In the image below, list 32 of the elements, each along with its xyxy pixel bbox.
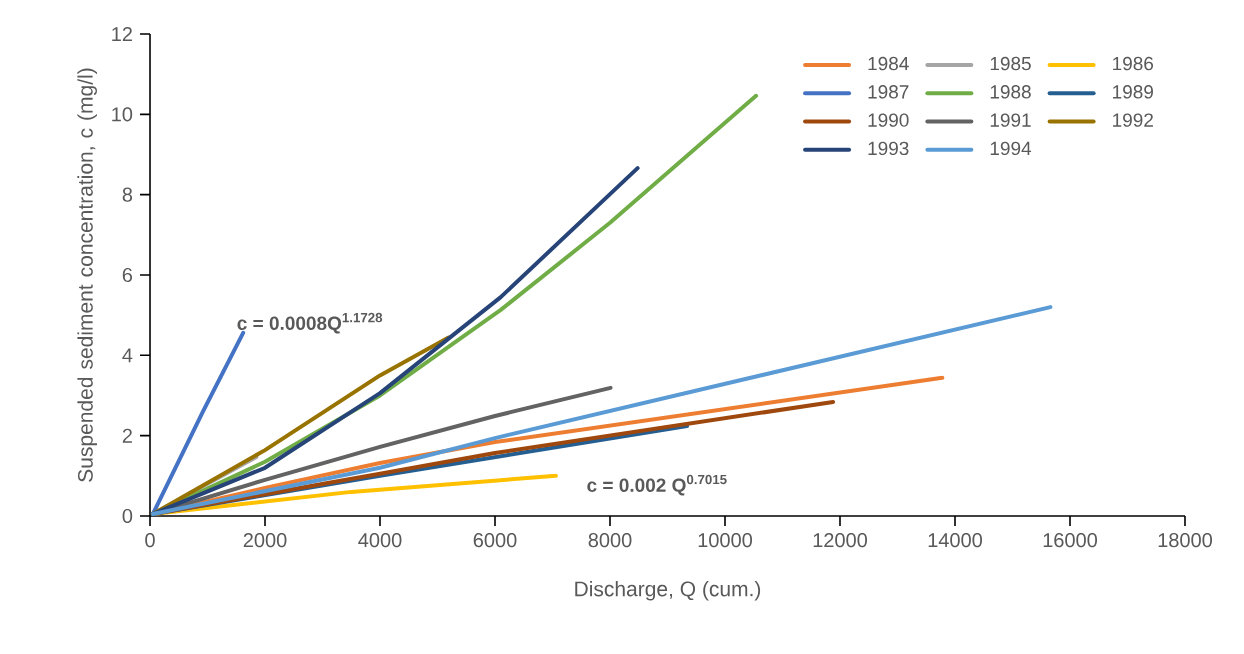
annotation: c = 0.002 Q$^{0.7015}$ bbox=[587, 474, 727, 496]
y-tick-label: 8 bbox=[122, 187, 133, 202]
y-tick-label: 12 bbox=[112, 27, 132, 41]
legend-label: 1988 bbox=[990, 85, 1031, 99]
x-tick-label: 12000 bbox=[813, 533, 868, 548]
x-tick-label: 16000 bbox=[1043, 533, 1098, 548]
legend-label: 1990 bbox=[868, 113, 909, 127]
x-tick-label: 18000 bbox=[1158, 533, 1213, 548]
y-tick-label: 4 bbox=[122, 348, 133, 363]
legend-label: 1994 bbox=[990, 141, 1032, 156]
y-tick-label: 0 bbox=[122, 508, 133, 524]
y-tick-label: 10 bbox=[112, 107, 133, 122]
legend-label: 1992 bbox=[1113, 113, 1153, 127]
x-tick-label: 6000 bbox=[473, 533, 517, 548]
y-tick-label: 2 bbox=[122, 428, 132, 443]
x-tick-label: 2000 bbox=[243, 533, 287, 548]
legend-label: 1991 bbox=[990, 113, 1031, 127]
annotation: c = 0.0008Q$^{1.1728}$ bbox=[237, 312, 383, 334]
x-tick-label: 0 bbox=[145, 533, 155, 548]
x-tick-label: 14000 bbox=[928, 533, 983, 548]
x-axis-title: Discharge, Q (cum.) bbox=[575, 580, 761, 601]
x-tick-label: 8000 bbox=[588, 533, 632, 548]
x-tick-label: 4000 bbox=[358, 533, 402, 548]
x-tick-label: 10000 bbox=[698, 533, 753, 548]
y-axis-title: Suspended sediment concentration, c (mg/l) bbox=[77, 68, 97, 482]
legend-label: 1989 bbox=[1113, 85, 1153, 99]
legend-label: 1985 bbox=[990, 56, 1031, 71]
legend-label: 1993 bbox=[868, 141, 909, 156]
legend-label: 1987 bbox=[868, 85, 909, 99]
legend-label: 1986 bbox=[1113, 56, 1154, 71]
legend-label: 1984 bbox=[868, 56, 909, 71]
y-tick-label: 6 bbox=[122, 267, 133, 283]
